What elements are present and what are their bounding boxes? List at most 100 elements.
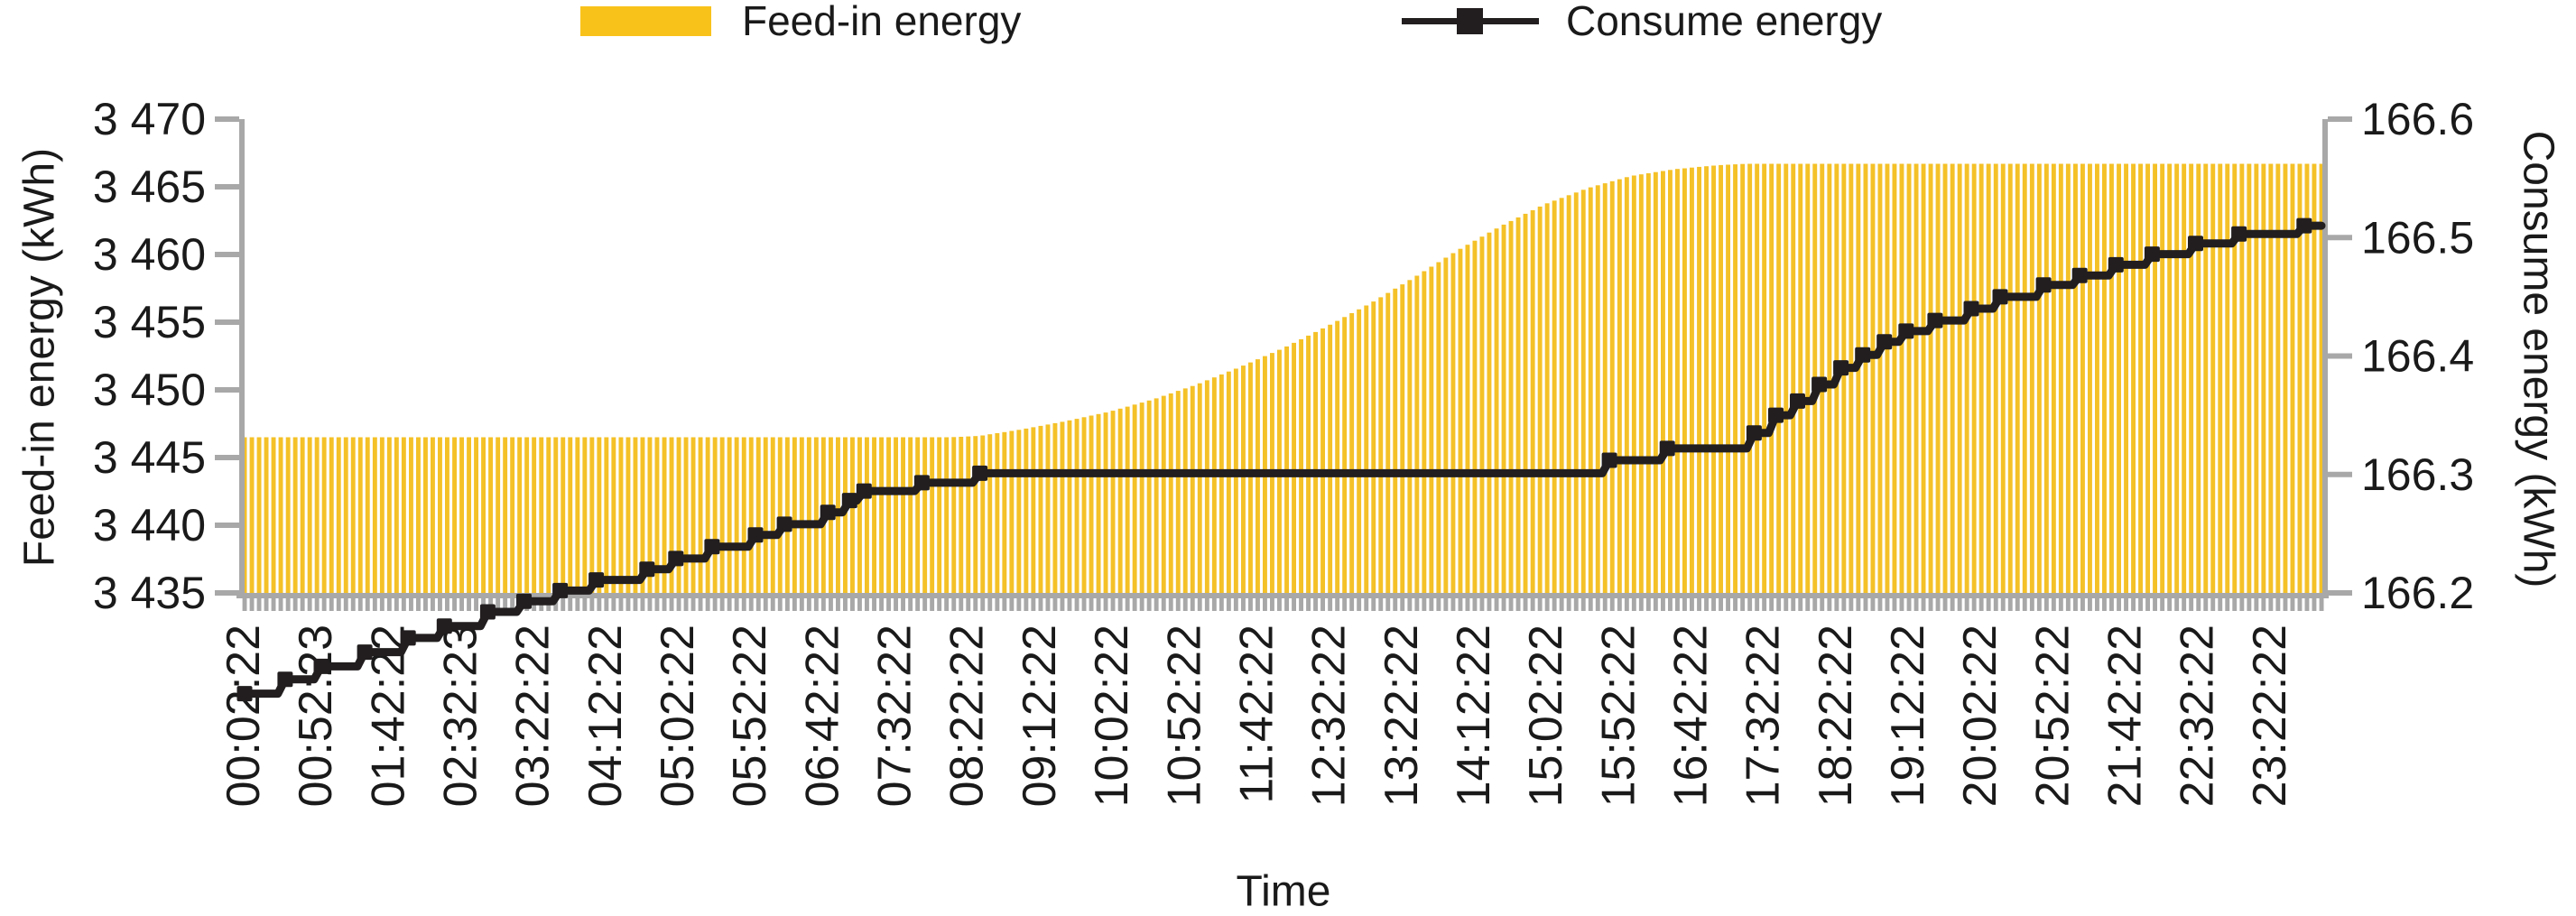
x-minor-tick bbox=[1357, 598, 1362, 611]
feed-in-bar bbox=[1045, 424, 1051, 593]
feed-in-bar bbox=[995, 433, 1000, 593]
feed-in-bar bbox=[2153, 163, 2157, 593]
feed-in-bar bbox=[510, 437, 515, 593]
feed-in-bar bbox=[1580, 190, 1586, 594]
x-minor-tick bbox=[329, 598, 334, 611]
x-minor-tick bbox=[1523, 598, 1528, 611]
feed-in-bar bbox=[1052, 422, 1058, 593]
feed-in-bar bbox=[2203, 163, 2209, 593]
consume-marker bbox=[1855, 347, 1871, 363]
feed-in-bar bbox=[2290, 163, 2295, 593]
x-minor-tick bbox=[987, 598, 993, 611]
feed-in-bar bbox=[1747, 163, 1753, 593]
feed-in-bar bbox=[2239, 163, 2245, 593]
x-tick-label: 04:12:22 bbox=[579, 625, 632, 807]
consume-marker bbox=[704, 539, 720, 555]
x-minor-tick bbox=[2145, 598, 2150, 611]
x-minor-tick bbox=[1624, 598, 1629, 611]
feed-in-bar bbox=[1038, 425, 1043, 593]
consume-marker bbox=[841, 493, 857, 509]
x-minor-tick bbox=[1913, 598, 1919, 611]
x-minor-tick bbox=[2189, 598, 2194, 611]
feed-in-bar bbox=[1357, 309, 1362, 593]
x-minor-tick bbox=[2109, 598, 2114, 611]
x-minor-tick bbox=[2029, 598, 2034, 611]
consume-marker bbox=[2035, 277, 2052, 293]
feed-in-bars bbox=[242, 163, 2324, 594]
feed-in-bar bbox=[951, 437, 957, 593]
x-minor-tick bbox=[1096, 598, 1101, 611]
feed-in-bar bbox=[1458, 248, 1463, 593]
y-left-tick-label: 3 450 bbox=[93, 365, 206, 415]
feed-in-bar bbox=[2268, 163, 2274, 593]
feed-in-bar bbox=[1682, 168, 1687, 593]
x-minor-tick bbox=[438, 598, 442, 611]
x-minor-tick bbox=[1638, 598, 1644, 611]
x-minor-tick bbox=[1645, 598, 1651, 611]
feed-in-bar bbox=[459, 437, 464, 593]
x-minor-tick bbox=[1443, 598, 1449, 611]
x-minor-tick bbox=[431, 598, 435, 611]
feed-in-bar bbox=[2319, 163, 2324, 593]
x-minor-tick bbox=[843, 598, 848, 611]
feed-in-bar bbox=[1429, 266, 1434, 593]
x-tick-label: 16:42:22 bbox=[1665, 625, 1718, 807]
feed-in-bar bbox=[886, 437, 891, 593]
x-minor-tick bbox=[2210, 598, 2216, 611]
x-minor-tick bbox=[1609, 598, 1615, 611]
legend-item-consume: Consume energy bbox=[1402, 0, 1882, 44]
feed-in-bar bbox=[1971, 163, 1977, 593]
feed-in-bar bbox=[314, 437, 320, 593]
feed-in-bar bbox=[1690, 167, 1694, 593]
feed-in-bar bbox=[2095, 163, 2099, 593]
feed-in-bar bbox=[1161, 395, 1166, 593]
consume-marker bbox=[2071, 267, 2088, 283]
feed-in-bar bbox=[1501, 224, 1506, 593]
feed-in-bar bbox=[1776, 163, 1782, 593]
x-minor-tick bbox=[662, 598, 667, 611]
feed-in-bar bbox=[2232, 163, 2238, 593]
x-minor-tick bbox=[1784, 598, 1789, 611]
x-tick-label: 20:52:22 bbox=[2026, 625, 2079, 807]
consume-marker bbox=[2231, 226, 2247, 242]
x-minor-tick bbox=[365, 598, 370, 611]
x-minor-tick bbox=[1132, 598, 1137, 611]
x-minor-tick bbox=[1661, 598, 1665, 611]
feed-in-bar bbox=[1573, 192, 1579, 594]
consume-marker bbox=[2188, 236, 2203, 252]
x-minor-tick bbox=[1385, 598, 1391, 611]
feed-in-bar bbox=[2043, 163, 2049, 593]
y-right-tick-label: 166.2 bbox=[2361, 568, 2474, 618]
x-minor-tick bbox=[2247, 598, 2252, 611]
consume-marker bbox=[820, 504, 836, 521]
legend-item-feed-in: Feed-in energy bbox=[580, 0, 1021, 44]
feed-in-bar bbox=[546, 437, 551, 593]
feed-in-bar bbox=[784, 437, 790, 593]
x-minor-tick bbox=[792, 598, 797, 611]
x-minor-tick bbox=[857, 598, 862, 611]
x-minor-tick bbox=[1588, 598, 1593, 611]
feed-in-bar bbox=[792, 437, 797, 593]
x-tick-label: 05:02:22 bbox=[652, 625, 704, 807]
x-minor-tick bbox=[597, 598, 602, 611]
feed-in-bar bbox=[872, 437, 876, 593]
feed-in-bar bbox=[467, 437, 471, 593]
feed-in-bar bbox=[763, 437, 768, 593]
x-minor-tick bbox=[690, 598, 696, 611]
feed-in-bar bbox=[2210, 163, 2216, 593]
left-axis-tick bbox=[215, 523, 239, 528]
x-minor-tick bbox=[1364, 598, 1369, 611]
x-minor-tick bbox=[467, 598, 471, 611]
feed-in-bar bbox=[1675, 169, 1680, 593]
x-minor-tick bbox=[1906, 598, 1912, 611]
feed-in-bar bbox=[1740, 163, 1746, 593]
consume-marker bbox=[436, 618, 452, 634]
feed-in-bar bbox=[1211, 377, 1217, 593]
x-minor-tick bbox=[1175, 598, 1181, 611]
x-minor-tick bbox=[930, 598, 935, 611]
x-tick-label: 15:52:22 bbox=[1592, 625, 1645, 807]
x-minor-tick bbox=[1755, 598, 1760, 611]
feed-in-bar bbox=[1299, 338, 1303, 593]
feed-in-bar bbox=[1523, 213, 1528, 593]
